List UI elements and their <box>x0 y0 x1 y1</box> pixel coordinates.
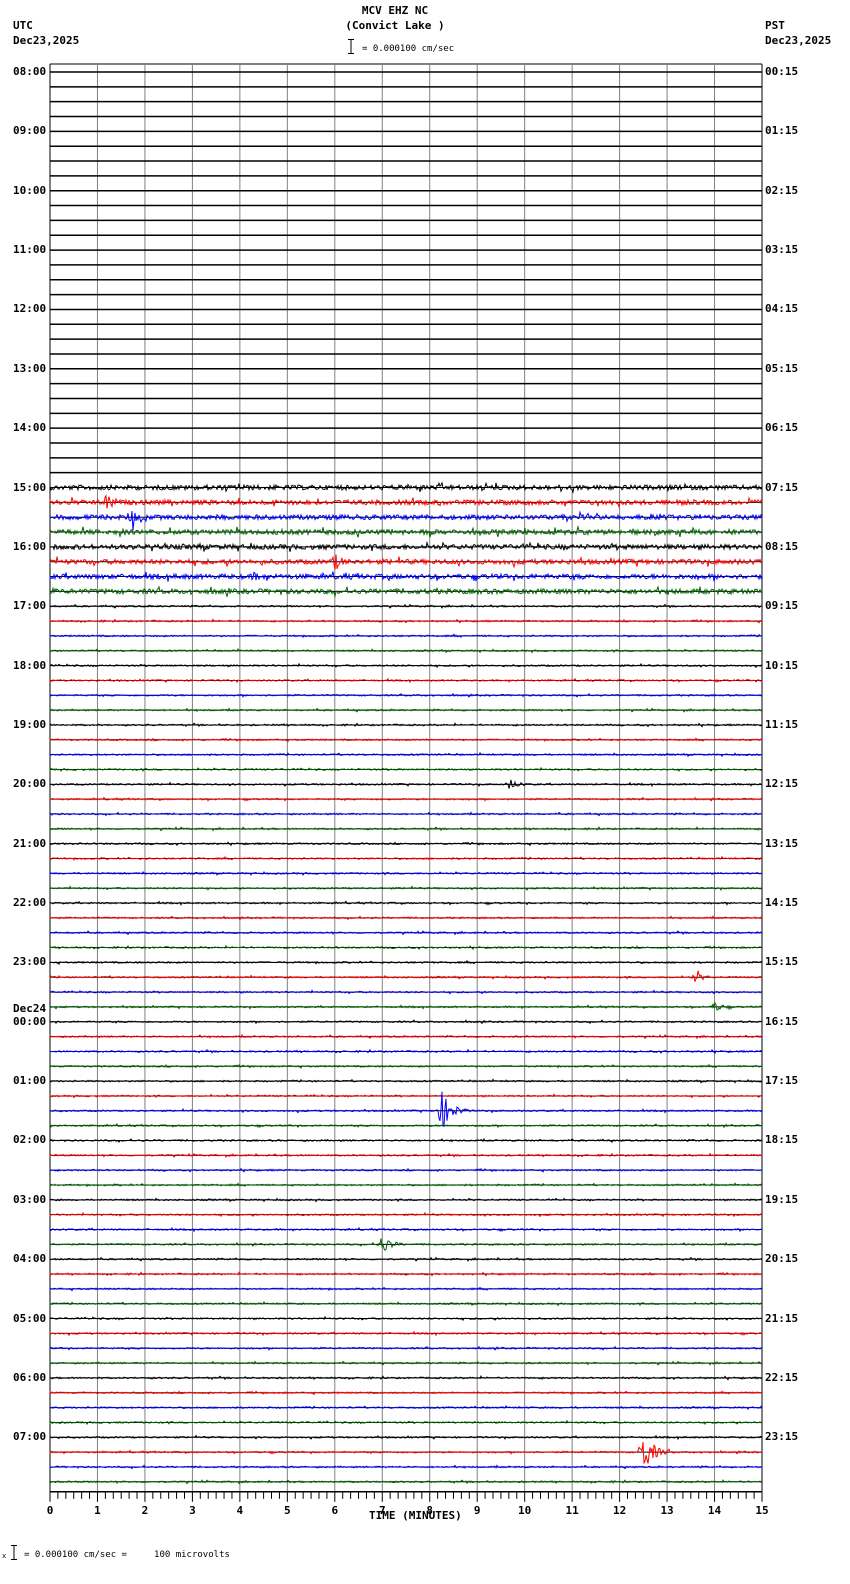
pst-hour-label: 04:15 <box>765 302 799 316</box>
pst-hour-label: 14:15 <box>765 896 799 910</box>
svg-text:14: 14 <box>708 1504 722 1517</box>
svg-text:1: 1 <box>94 1504 101 1517</box>
utc-hour-label: 10:00 <box>13 183 47 197</box>
utc-hour-label: 13:00 <box>13 361 47 375</box>
pst-hour-label: 21:15 <box>765 1311 799 1325</box>
left-date: Dec23,2025 <box>13 34 80 47</box>
svg-text:8: 8 <box>426 1504 433 1517</box>
svg-text:7: 7 <box>379 1504 386 1517</box>
utc-hour-label: 07:00 <box>13 1430 47 1444</box>
utc-hour-label: 19:00 <box>13 717 47 731</box>
pst-hour-label: 20:15 <box>765 1252 799 1266</box>
date-change-label: Dec24 <box>13 1002 47 1015</box>
pst-hour-label: 13:15 <box>765 836 799 850</box>
svg-text:3: 3 <box>189 1504 196 1517</box>
scale-bar-icon <box>348 39 354 54</box>
pst-hour-label: 19:15 <box>765 1192 799 1206</box>
right-date: Dec23,2025 <box>765 34 832 47</box>
scale-label: = 0.000100 cm/sec <box>362 44 455 54</box>
left-timezone: UTC <box>13 19 33 32</box>
pst-hour-label: 10:15 <box>765 658 799 672</box>
svg-text:12: 12 <box>613 1504 626 1517</box>
pst-hour-label: 08:15 <box>765 539 799 553</box>
utc-hour-label: 09:00 <box>13 124 47 138</box>
utc-hour-label: 03:00 <box>13 1192 47 1206</box>
utc-hour-label: 15:00 <box>13 480 47 494</box>
x-axis-label: TIME (MINUTES) <box>369 1509 462 1522</box>
pst-hour-label: 06:15 <box>765 421 799 435</box>
pst-hour-label: 00:15 <box>765 65 799 78</box>
utc-hour-label: 00:00 <box>13 1014 47 1028</box>
station-location: (Convict Lake ) <box>345 19 445 32</box>
svg-text:13: 13 <box>660 1504 673 1517</box>
utc-hour-label: 05:00 <box>13 1311 47 1325</box>
utc-hour-label: 06:00 <box>13 1370 47 1384</box>
right-timezone: PST <box>765 19 785 32</box>
utc-hour-label: 14:00 <box>13 421 47 435</box>
svg-text:10: 10 <box>518 1504 531 1517</box>
svg-text:5: 5 <box>284 1504 291 1517</box>
svg-text:0: 0 <box>47 1504 54 1517</box>
svg-text:4: 4 <box>237 1504 244 1517</box>
utc-hour-label: 04:00 <box>13 1252 47 1266</box>
station-title: MCV EHZ NC <box>361 4 429 17</box>
pst-hour-label: 09:15 <box>765 599 799 613</box>
utc-hour-label: 22:00 <box>13 896 47 910</box>
utc-hour-label: 11:00 <box>13 243 47 257</box>
svg-text:15: 15 <box>755 1504 768 1517</box>
svg-text:9: 9 <box>474 1504 481 1517</box>
pst-hour-label: 12:15 <box>765 777 799 791</box>
pst-hour-label: 03:15 <box>765 243 799 257</box>
pst-hour-label: 05:15 <box>765 361 799 375</box>
pst-hour-label: 01:15 <box>765 124 799 138</box>
utc-hour-label: 23:00 <box>13 955 47 969</box>
pst-hour-label: 17:15 <box>765 1074 799 1088</box>
pst-hour-label: 18:15 <box>765 1133 799 1147</box>
pst-hour-label: 11:15 <box>765 717 799 731</box>
footer-prefix: x <box>2 1552 7 1560</box>
utc-hour-label: 17:00 <box>13 599 47 613</box>
pst-hour-label: 07:15 <box>765 480 799 494</box>
footer-scale-bar-icon <box>11 1545 17 1560</box>
footer-scale-note: = 0.000100 cm/sec = 100 microvolts <box>24 1550 230 1560</box>
svg-text:6: 6 <box>331 1504 338 1517</box>
utc-hour-label: 20:00 <box>13 777 47 791</box>
pst-hour-label: 23:15 <box>765 1430 799 1444</box>
utc-hour-label: 21:00 <box>13 836 47 850</box>
utc-hour-label: 01:00 <box>13 1074 47 1088</box>
utc-hour-label: 18:00 <box>13 658 47 672</box>
utc-hour-label: 12:00 <box>13 302 47 316</box>
utc-hour-label: 16:00 <box>13 539 47 553</box>
utc-hour-label: 02:00 <box>13 1133 47 1147</box>
svg-text:11: 11 <box>566 1504 580 1517</box>
pst-hour-label: 15:15 <box>765 955 799 969</box>
pst-hour-label: 02:15 <box>765 183 799 197</box>
utc-hour-label: 08:00 <box>13 65 47 78</box>
pst-hour-label: 16:15 <box>765 1014 799 1028</box>
svg-text:2: 2 <box>142 1504 149 1517</box>
pst-hour-label: 22:15 <box>765 1370 799 1384</box>
